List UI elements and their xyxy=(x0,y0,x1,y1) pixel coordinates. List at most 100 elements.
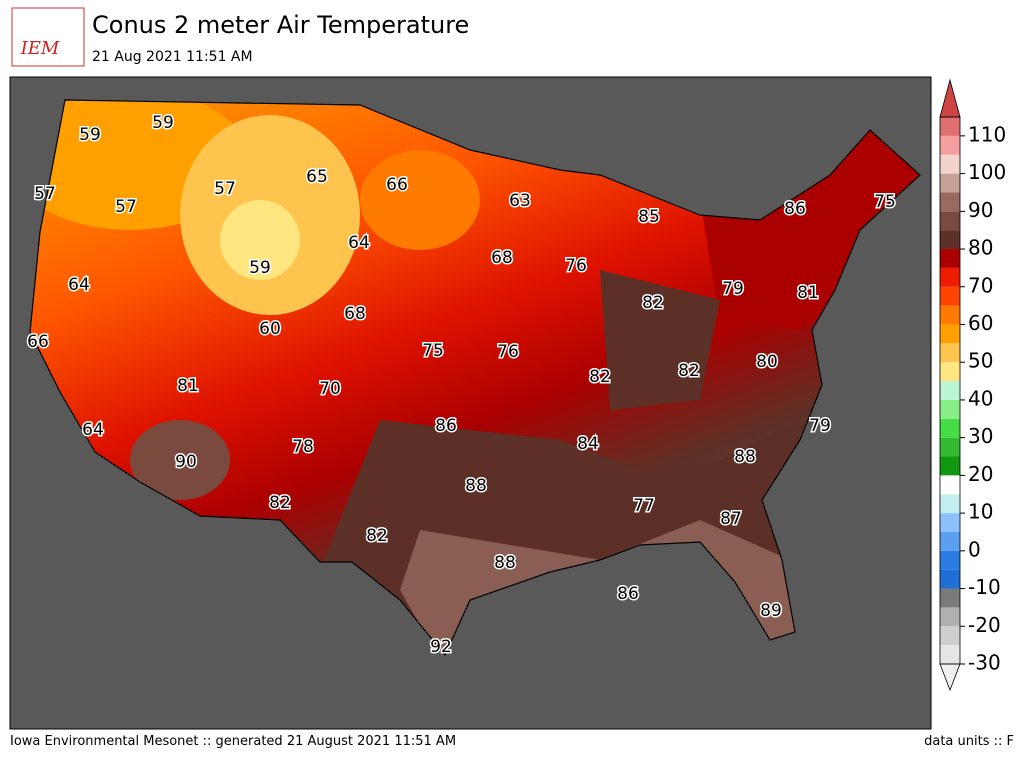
colorbar-bin xyxy=(940,550,960,570)
colorbar-tick-label: 10 xyxy=(968,500,993,524)
map-label: 70 xyxy=(319,379,341,399)
map-label: 87 xyxy=(720,509,742,529)
colorbar-bin xyxy=(940,135,960,155)
map-label: 90 xyxy=(175,452,197,472)
map-label: 82 xyxy=(366,526,388,546)
map-label: 60 xyxy=(259,319,281,339)
map-label: 80 xyxy=(756,352,778,372)
colorbar-bin xyxy=(940,399,960,419)
logo: IEM xyxy=(20,38,60,59)
map-label: 59 xyxy=(152,113,174,133)
colorbar-bin xyxy=(940,362,960,382)
map-label: 84 xyxy=(577,434,599,454)
map-labels: 59 59 57 57 57 65 66 63 85 86 75 64 59 68 76 64 82 79 81 60… xyxy=(26,112,898,659)
colorbar: -30 -20 -10 0 10 20 30 40 50 60 70 80 90 100 110 xyxy=(939,78,1006,692)
map-label: 64 xyxy=(82,420,104,440)
colorbar-tick-label: 30 xyxy=(968,424,993,448)
map-label: 82 xyxy=(642,293,664,313)
map-label: 88 xyxy=(465,476,487,496)
colorbar-tick-label: 100 xyxy=(968,160,1006,184)
map-label: 81 xyxy=(797,283,819,303)
colorbar-tick-label: -10 xyxy=(968,575,1001,599)
map-label: 82 xyxy=(269,493,291,513)
map-label: 57 xyxy=(34,184,56,204)
map-label: 63 xyxy=(509,191,531,211)
map-label: 75 xyxy=(422,341,444,361)
map-label: 78 xyxy=(292,437,314,457)
map-label: 89 xyxy=(760,601,782,621)
colorbar-tick-label: 90 xyxy=(968,198,993,222)
map-label: 68 xyxy=(344,304,366,324)
map-label: 85 xyxy=(638,207,660,227)
map-label: 86 xyxy=(435,416,457,436)
colorbar-bin xyxy=(940,267,960,287)
colorbar-bin xyxy=(940,343,960,363)
subtitle: 21 Aug 2021 11:51 AM xyxy=(92,49,253,65)
footer-right: data units :: F xyxy=(924,734,1014,749)
colorbar-tick-label: 20 xyxy=(968,462,993,486)
colorbar-arrow-high xyxy=(939,78,961,118)
colorbar-bin xyxy=(940,531,960,551)
colorbar-bin xyxy=(940,117,960,136)
colorbar-arrow-low xyxy=(939,663,961,692)
map-label: 88 xyxy=(494,553,516,573)
map-label: 79 xyxy=(809,416,831,436)
colorbar-bin xyxy=(940,456,960,476)
colorbar-bin xyxy=(940,286,960,306)
logo-box xyxy=(11,7,85,67)
map-label: 79 xyxy=(722,279,744,299)
colorbar-tick-label: 40 xyxy=(968,386,993,410)
colorbar-tick-label: 0 xyxy=(968,537,981,561)
map-label: 68 xyxy=(491,248,513,268)
colorbar-tick-label: 110 xyxy=(968,122,1006,146)
colorbar-tick-label: -20 xyxy=(968,613,1001,637)
map-label: 76 xyxy=(497,342,519,362)
map-label: 77 xyxy=(633,496,655,516)
map-label: 57 xyxy=(214,179,236,199)
colorbar-bin xyxy=(940,173,960,193)
colorbar-frame xyxy=(939,116,961,665)
colorbar-tick-label: 50 xyxy=(968,349,993,373)
map-label: 64 xyxy=(348,233,370,253)
colorbar-bin xyxy=(940,494,960,514)
colorbar-bin xyxy=(940,324,960,344)
colorbar-bin xyxy=(940,192,960,212)
title: Conus 2 meter Air Temperature xyxy=(92,11,469,39)
colorbar-tick-label: -30 xyxy=(968,651,1001,675)
colorbar-bin xyxy=(940,249,960,268)
colorbar-tick-label: 80 xyxy=(968,236,993,260)
map-label: 81 xyxy=(177,376,199,396)
map-label: 57 xyxy=(115,197,137,217)
map-label: 59 xyxy=(79,125,101,145)
colorbar-bin xyxy=(940,475,960,495)
colorbar-bin xyxy=(940,513,960,532)
colorbar-bin xyxy=(940,588,960,608)
colorbar-bin xyxy=(940,645,960,664)
colorbar-bin xyxy=(940,607,960,627)
map-label: 66 xyxy=(27,332,49,352)
colorbar-bin xyxy=(940,211,960,231)
map-label: 88 xyxy=(734,447,756,467)
map-label: 76 xyxy=(565,256,587,276)
colorbar-bin xyxy=(940,626,960,646)
footer-left: Iowa Environmental Mesonet :: generated … xyxy=(10,734,456,749)
colorbar-bin xyxy=(940,230,960,250)
colorbar-tick-label: 70 xyxy=(968,273,993,297)
map-label: 86 xyxy=(784,199,806,219)
colorbar-bin xyxy=(940,569,960,589)
map-label: 64 xyxy=(68,275,90,295)
colorbar-bin xyxy=(940,418,960,438)
colorbar-tick-label: 60 xyxy=(968,311,993,335)
map-label: 92 xyxy=(430,637,452,657)
colorbar-bin xyxy=(940,437,960,457)
colorbar-bin xyxy=(940,154,960,174)
map-label: 65 xyxy=(306,167,328,187)
map-label: 82 xyxy=(678,361,700,381)
map-label: 86 xyxy=(617,584,639,604)
map-label: 82 xyxy=(589,367,611,387)
map-label: 66 xyxy=(386,175,408,195)
colorbar-bin xyxy=(940,381,960,400)
map-label: 75 xyxy=(874,192,896,212)
colorbar-bin xyxy=(940,305,960,325)
